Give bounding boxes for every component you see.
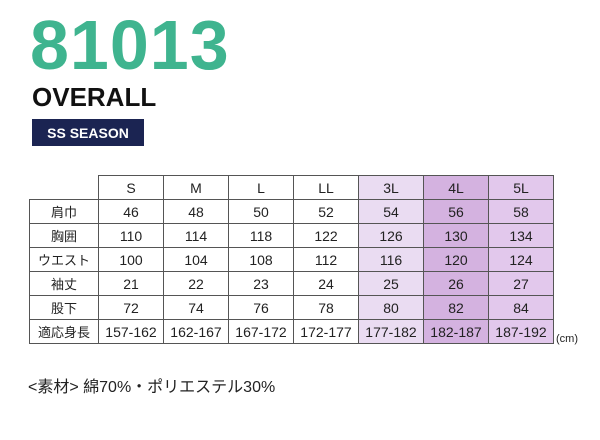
table-cell: 46	[98, 199, 164, 224]
size-col-s: S	[98, 175, 164, 200]
row-label: ウエスト	[29, 247, 99, 272]
table-cell: 22	[163, 271, 229, 296]
table-cell: 56	[423, 199, 489, 224]
table-cell: 74	[163, 295, 229, 320]
size-col-4l: 4L	[423, 175, 489, 200]
table-cell: 72	[98, 295, 164, 320]
table-cell: 122	[293, 223, 359, 248]
table-cell: 118	[228, 223, 294, 248]
table-cell: 110	[98, 223, 164, 248]
table-cell: 130	[423, 223, 489, 248]
product-name: OVERALL	[32, 82, 157, 112]
row-label: 股下	[29, 295, 99, 320]
product-code: 81013	[30, 6, 230, 84]
table-cell: 76	[228, 295, 294, 320]
table-cell: 120	[423, 247, 489, 272]
table-cell: 104	[163, 247, 229, 272]
table-cell: 162-167	[163, 319, 229, 344]
size-col-ll: LL	[293, 175, 359, 200]
table-cell: 116	[358, 247, 424, 272]
size-col-3l: 3L	[358, 175, 424, 200]
table-cell: 27	[488, 271, 554, 296]
table-row: 適応身長 157-162 162-167 167-172 172-177 177…	[29, 319, 554, 344]
table-cell: 52	[293, 199, 359, 224]
table-row: ウエスト 100 104 108 112 116 120 124	[29, 247, 554, 272]
table-row: 肩巾 46 48 50 52 54 56 58	[29, 199, 554, 224]
table-cell: 48	[163, 199, 229, 224]
size-col-m: M	[163, 175, 229, 200]
row-label: 胸囲	[29, 223, 99, 248]
table-cell: 172-177	[293, 319, 359, 344]
table-cell: 82	[423, 295, 489, 320]
table-cell: 124	[488, 247, 554, 272]
table-cell: 187-192	[488, 319, 554, 344]
row-label: 袖丈	[29, 271, 99, 296]
table-cell: 112	[293, 247, 359, 272]
table-cell: 177-182	[358, 319, 424, 344]
table-cell: 78	[293, 295, 359, 320]
size-col-5l: 5L	[488, 175, 554, 200]
unit-label: (cm)	[556, 333, 578, 345]
table-cell: 114	[163, 223, 229, 248]
table-row: 胸囲 110 114 118 122 126 130 134	[29, 223, 554, 248]
table-corner	[30, 176, 99, 200]
table-row: 袖丈 21 22 23 24 25 26 27	[29, 271, 554, 296]
material-info: <素材> 綿70%・ポリエステル30%	[28, 373, 275, 397]
material-value: 綿70%・ポリエステル30%	[83, 379, 276, 396]
table-cell: 26	[423, 271, 489, 296]
size-header-row: S M L LL 3L 4L 5L	[30, 175, 554, 200]
table-cell: 21	[98, 271, 164, 296]
table-cell: 58	[488, 199, 554, 224]
material-label: <素材>	[28, 379, 79, 396]
season-badge: SS SEASON	[32, 119, 144, 146]
table-cell: 84	[488, 295, 554, 320]
size-table: S M L LL 3L 4L 5L 肩巾 46 48 50 52 54 56 5…	[29, 175, 554, 344]
table-cell: 100	[98, 247, 164, 272]
table-cell: 23	[228, 271, 294, 296]
table-cell: 80	[358, 295, 424, 320]
table-cell: 50	[228, 199, 294, 224]
row-label: 肩巾	[29, 199, 99, 224]
table-cell: 25	[358, 271, 424, 296]
table-cell: 167-172	[228, 319, 294, 344]
table-cell: 24	[293, 271, 359, 296]
table-cell: 54	[358, 199, 424, 224]
table-cell: 126	[358, 223, 424, 248]
table-cell: 157-162	[98, 319, 164, 344]
row-label: 適応身長	[29, 319, 99, 344]
size-col-l: L	[228, 175, 294, 200]
table-cell: 134	[488, 223, 554, 248]
table-cell: 182-187	[423, 319, 489, 344]
table-row: 股下 72 74 76 78 80 82 84	[29, 295, 554, 320]
table-cell: 108	[228, 247, 294, 272]
